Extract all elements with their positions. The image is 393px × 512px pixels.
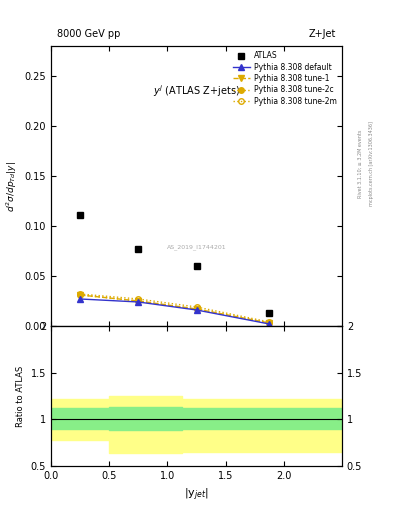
X-axis label: |y$_{jet}$|: |y$_{jet}$| bbox=[184, 486, 209, 503]
ATLAS bbox=[136, 246, 141, 252]
ATLAS bbox=[267, 310, 272, 316]
Text: mcplots.cern.ch [arXiv:1306.3436]: mcplots.cern.ch [arXiv:1306.3436] bbox=[369, 121, 375, 206]
Y-axis label: Ratio to ATLAS: Ratio to ATLAS bbox=[16, 366, 25, 426]
Text: Z+Jet: Z+Jet bbox=[309, 29, 336, 39]
Line: ATLAS: ATLAS bbox=[77, 211, 273, 316]
Pythia 8.308 tune-2m bbox=[78, 291, 83, 297]
ATLAS bbox=[194, 263, 199, 269]
Pythia 8.308 tune-1 bbox=[267, 320, 272, 326]
Pythia 8.308 default bbox=[194, 307, 199, 313]
Line: Pythia 8.308 default: Pythia 8.308 default bbox=[77, 296, 272, 327]
Pythia 8.308 default bbox=[136, 299, 141, 305]
Y-axis label: $d^2\sigma/dp_{Td}|y|$: $d^2\sigma/dp_{Td}|y|$ bbox=[5, 160, 19, 211]
Pythia 8.308 tune-1 bbox=[78, 292, 83, 298]
Pythia 8.308 tune-1 bbox=[136, 298, 141, 304]
Pythia 8.308 default bbox=[78, 296, 83, 302]
Text: Rivet 3.1.10; ≥ 3.2M events: Rivet 3.1.10; ≥ 3.2M events bbox=[358, 130, 363, 198]
Pythia 8.308 tune-2c bbox=[136, 298, 141, 304]
Text: $y^j$ (ATLAS Z+jets): $y^j$ (ATLAS Z+jets) bbox=[153, 83, 240, 99]
Pythia 8.308 tune-1 bbox=[194, 306, 199, 312]
ATLAS bbox=[78, 212, 83, 218]
Text: 8000 GeV pp: 8000 GeV pp bbox=[57, 29, 120, 39]
Pythia 8.308 tune-2c bbox=[78, 292, 83, 298]
Pythia 8.308 default bbox=[267, 321, 272, 327]
Pythia 8.308 tune-2m bbox=[194, 304, 199, 310]
Pythia 8.308 tune-2m bbox=[267, 319, 272, 325]
Text: AS_2019_I1744201: AS_2019_I1744201 bbox=[167, 245, 226, 250]
Pythia 8.308 tune-2m bbox=[136, 296, 141, 302]
Line: Pythia 8.308 tune-2m: Pythia 8.308 tune-2m bbox=[77, 291, 272, 325]
Legend: ATLAS, Pythia 8.308 default, Pythia 8.308 tune-1, Pythia 8.308 tune-2c, Pythia 8: ATLAS, Pythia 8.308 default, Pythia 8.30… bbox=[231, 50, 338, 107]
Line: Pythia 8.308 tune-2c: Pythia 8.308 tune-2c bbox=[77, 292, 272, 326]
Pythia 8.308 tune-2c bbox=[194, 306, 199, 312]
Line: Pythia 8.308 tune-1: Pythia 8.308 tune-1 bbox=[77, 292, 272, 326]
Pythia 8.308 tune-2c bbox=[267, 320, 272, 326]
